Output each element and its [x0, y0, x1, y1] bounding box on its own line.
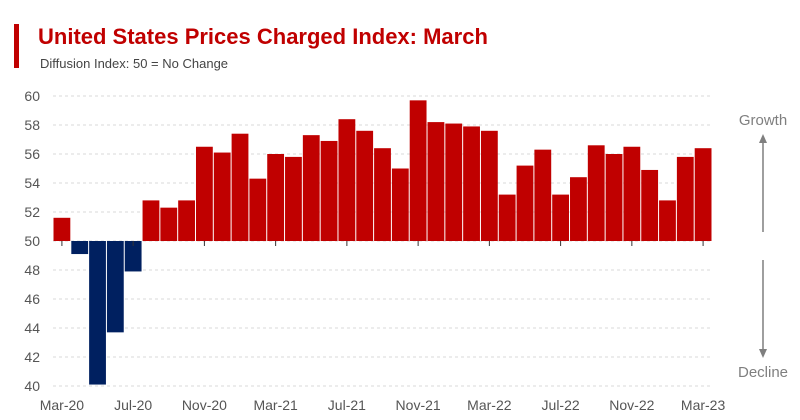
x-tick-label: Mar-21: [253, 397, 298, 413]
y-tick-label: 42: [24, 349, 40, 365]
bar-Jan-22: [445, 123, 463, 241]
y-tick-label: 60: [24, 88, 40, 104]
bar-Mar-22: [480, 130, 498, 241]
bar-Dec-20: [213, 152, 231, 241]
bar-Jul-21: [338, 119, 356, 241]
decline-label: Decline: [738, 364, 788, 381]
y-tick-label: 54: [24, 175, 40, 191]
x-tick-label: Nov-22: [609, 397, 654, 413]
y-tick-label: 56: [24, 146, 40, 162]
chart-subtitle: Diffusion Index: 50 = No Change: [40, 56, 229, 71]
growth-label: Growth: [739, 112, 787, 129]
y-axis: 40 42 44 46 48 50 52 54 56 58 60: [24, 88, 40, 394]
bar-May-21: [302, 135, 320, 241]
x-tick-label: Nov-21: [396, 397, 441, 413]
bar-Dec-22: [641, 169, 659, 241]
bar-Apr-20: [71, 241, 89, 255]
y-tick-label: 52: [24, 204, 40, 220]
bar-May-20: [89, 241, 106, 385]
x-tick-label: Jul-21: [328, 397, 366, 413]
bar-Sep-21: [374, 148, 391, 241]
x-tick-label: Mar-22: [467, 397, 512, 413]
bar-Sep-22: [587, 145, 605, 241]
bar-Mar-23: [694, 148, 712, 241]
y-tick-label: 50: [24, 233, 40, 249]
bar-Jan-21: [231, 133, 249, 241]
bar-Nov-22: [623, 146, 641, 241]
growth-arrow-head: [759, 134, 767, 143]
bar-Jun-22: [534, 149, 552, 241]
x-tick-label: Jul-22: [542, 397, 580, 413]
x-tick-label: Mar-23: [681, 397, 726, 413]
y-tick-label: 44: [24, 320, 40, 336]
bar-Nov-21: [409, 100, 427, 241]
decline-arrow-head: [759, 349, 767, 358]
bar-Jul-20: [124, 241, 142, 272]
y-tick-label: 58: [24, 117, 40, 133]
bar-Jun-21: [320, 140, 338, 241]
x-axis: Mar-20 Jul-20 Nov-20 Mar-21 Jul-21 Nov-21 Mar-…: [40, 241, 726, 413]
bar-Dec-21: [427, 122, 445, 241]
x-tick-label: Mar-20: [40, 397, 85, 413]
bar-Nov-20: [195, 146, 213, 241]
bar-Aug-21: [356, 130, 374, 241]
bar-Sep-20: [160, 207, 178, 241]
bar-Aug-22: [570, 177, 587, 241]
bar-Oct-22: [605, 154, 623, 241]
title-accent-bar: [14, 24, 19, 68]
chart-title: United States Prices Charged Index: Marc…: [38, 24, 488, 49]
bars-layer: [53, 100, 712, 385]
bar-Mar-21: [267, 154, 285, 241]
y-tick-label: 40: [24, 378, 40, 394]
bar-Oct-20: [178, 200, 195, 241]
bar-Apr-22: [498, 194, 516, 241]
bar-May-22: [516, 165, 534, 241]
x-tick-label: Nov-20: [182, 397, 227, 413]
y-tick-label: 48: [24, 262, 40, 278]
y-tick-label: 46: [24, 291, 40, 307]
growth-decline-indicator: Growth Decline: [738, 112, 788, 381]
bar-Apr-21: [285, 156, 302, 241]
bar-Mar-20: [53, 217, 71, 241]
x-tick-label: Jul-20: [114, 397, 152, 413]
bar-Aug-20: [142, 200, 160, 241]
bar-Feb-22: [463, 126, 480, 241]
bar-Feb-23: [676, 156, 694, 241]
bar-Feb-21: [249, 178, 267, 241]
bar-Jan-23: [659, 200, 676, 241]
bar-Jul-22: [552, 194, 570, 241]
bar-Jun-20: [106, 241, 124, 333]
bar-Oct-21: [391, 168, 409, 241]
